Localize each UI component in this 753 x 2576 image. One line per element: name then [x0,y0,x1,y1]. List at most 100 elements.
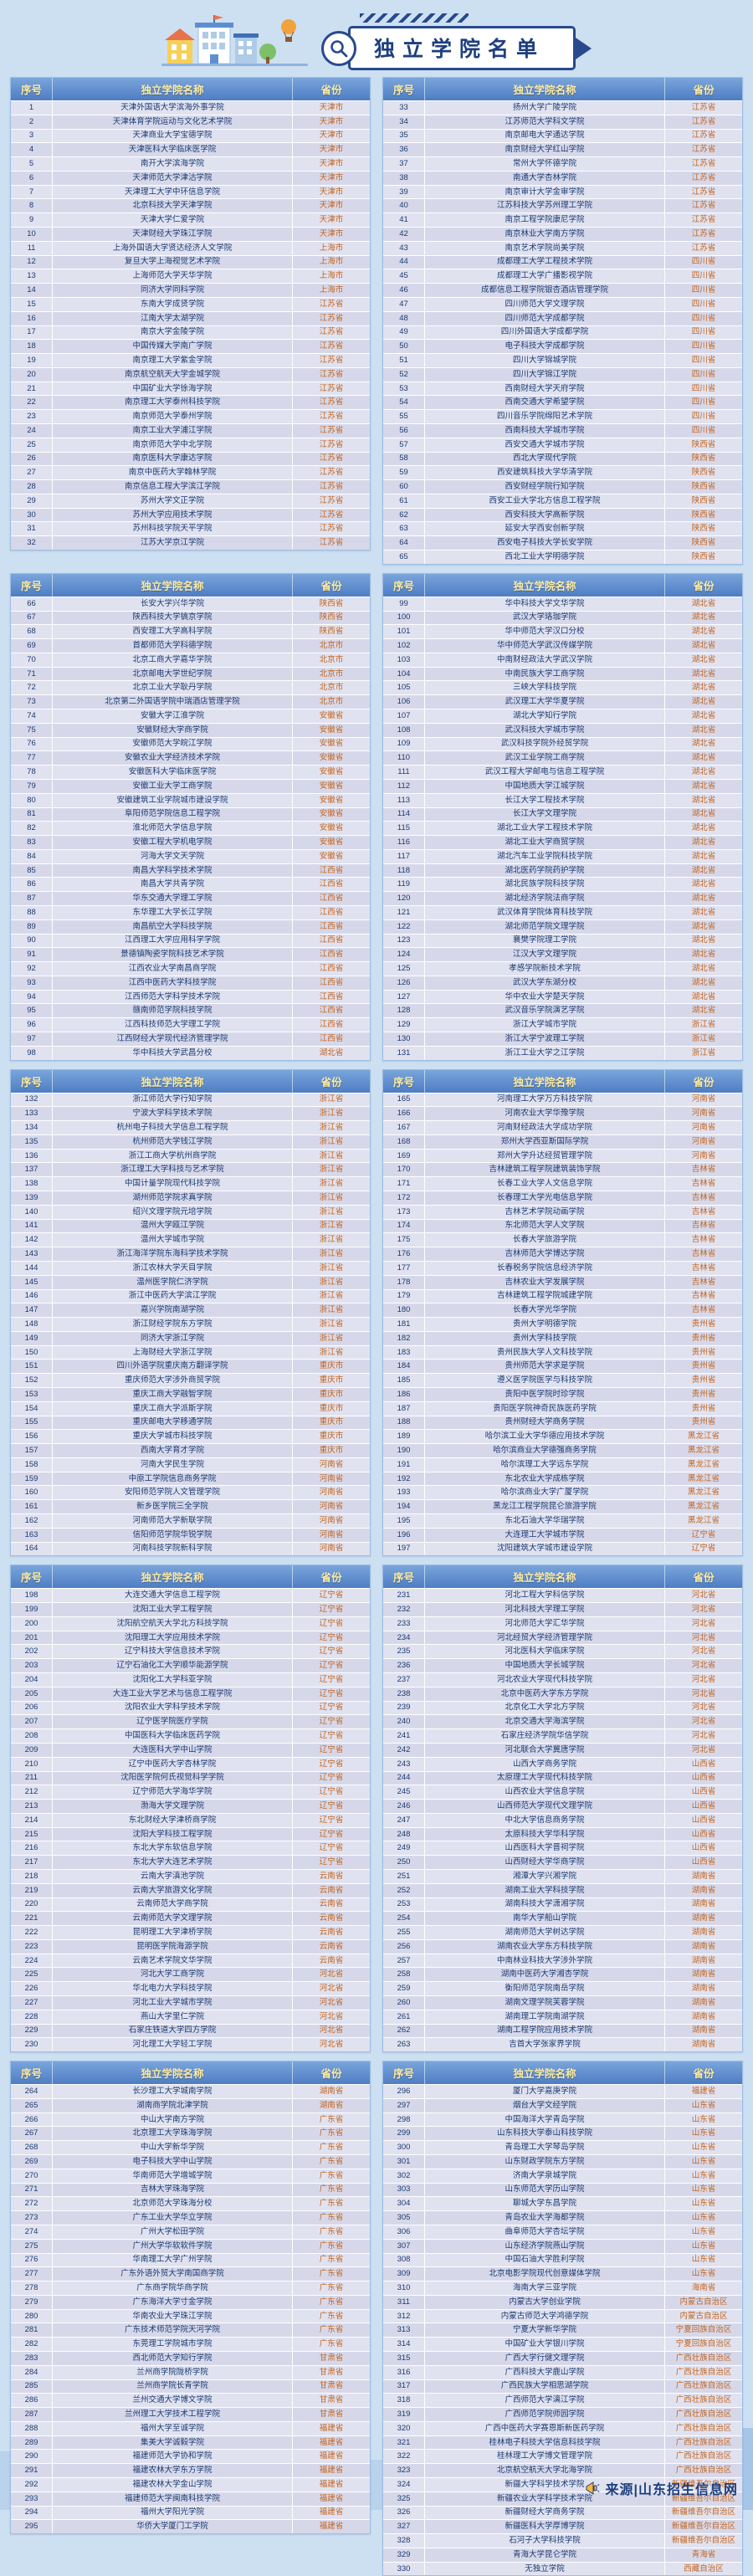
row-index: 112 [383,779,425,793]
province: 浙江省 [319,1165,344,1175]
table-row: 77 安徽农业大学经济技术学院 安徽省 [11,750,370,766]
college-name: 兰州理工大学技术工程学院 [53,2408,293,2421]
row-index: 25 [11,438,53,452]
province: 吉林省 [691,1179,716,1189]
college-name: 西安财经学院行知学院 [425,480,665,494]
row-index: 40 [383,199,425,213]
magnifier-icon [330,39,348,57]
table-row: 68 西安理工大学高科学院 陕西省 [11,624,370,639]
college-name: 华北电力大学科技学院 [53,1982,293,1995]
table-row: 107 湖北大学知行学院 湖北省 [383,709,742,723]
province: 辽宁省 [319,1759,344,1769]
college-name: 苏州科技学院天平学院 [53,522,293,536]
province: 山东省 [691,2156,716,2166]
province: 安徽省 [319,739,344,749]
province: 天津市 [319,187,344,197]
province: 天津市 [319,172,344,182]
college-name: 聊城大学东昌学院 [425,2197,665,2211]
row-index: 123 [383,934,425,948]
college-name: 河海大学文天学院 [53,849,293,863]
college-name: 河北工业大学城市学院 [53,1996,293,2010]
row-index: 42 [383,228,425,241]
table-row: 40 江苏科技大学苏州理工学院 江苏省 [383,198,742,213]
province: 湖北省 [691,1006,716,1016]
province: 山东省 [691,2255,716,2265]
table-row: 259 衡阳师范学院南岳学院 湖南省 [383,1981,742,1995]
province: 江西省 [319,977,344,987]
table-row: 233 河北师范大学汇华学院 河北省 [383,1616,742,1631]
province: 福建省 [319,2466,344,2476]
college-name: 贵阳医学院神奇民族医药学院 [425,1401,665,1416]
college-name: 沈阳农业大学科学技术学院 [53,1701,293,1715]
college-name: 北京工商大学嘉华学院 [53,653,293,667]
row-index: 50 [383,340,425,354]
province: 北京市 [319,654,344,664]
table-row: 191 哈尔滨理工大学远东学院 黑龙江省 [383,1457,742,1472]
college-name: 南京财经大学红山学院 [425,143,665,157]
col-header-name: 独立学院名称 [425,1565,665,1589]
row-index: 237 [383,1673,425,1687]
row-index: 71 [11,667,53,681]
college-name: 中国石油大学胜利学院 [425,2253,665,2267]
row-index: 6 [11,171,53,185]
province: 江西省 [319,907,344,917]
college-name: 东北财经大学津桥商学院 [53,1813,293,1827]
college-name: 华中师范大学武汉传媒学院 [425,639,665,653]
row-index: 18 [11,340,53,354]
college-name: 重庆师范大学涉外商贸学院 [53,1374,293,1387]
table-header-row: 序号 独立学院名称 省份 [383,573,742,597]
table-row: 46 成都信息工程学院银杏酒店管理学院 四川省 [383,283,742,297]
table-row: 155 重庆邮电大学移通学院 重庆市 [11,1415,370,1430]
table-row: 251 湘潭大学兴湘学院 湖南省 [383,1868,742,1883]
row-index: 245 [383,1785,425,1800]
college-name: 北京中医药大学东方学院 [425,1687,665,1701]
college-name: 湖南文理学院芙蓉学院 [425,1996,665,2010]
table-row: 258 湖南中医药大学湘杏学院 湖南省 [383,1967,742,1982]
college-name: 北京工业大学耿丹学院 [53,681,293,695]
province: 天津市 [319,228,344,238]
row-index: 151 [11,1360,53,1374]
province: 黑龙江省 [687,1502,720,1512]
college-name: 宁波大学科学技术学院 [53,1107,293,1121]
row-index: 212 [11,1785,53,1800]
table-row: 16 江南大学太湖学院 江苏省 [11,310,370,325]
table-header-row: 序号 独立学院名称 省份 [383,78,742,100]
province: 上海市 [319,257,344,267]
province: 江苏省 [319,538,344,548]
college-name: 温州大学瓯江学院 [53,1219,293,1233]
province: 辽宁省 [319,1800,344,1810]
row-index: 272 [11,2197,53,2211]
province: 四川省 [691,425,716,435]
province: 湖北省 [691,879,716,889]
college-name: 四川外国语大学成都学院 [425,325,665,340]
province: 天津市 [319,201,344,211]
title-banner: 独立学院名单 [320,13,592,70]
college-name: 吉林农业大学发展学院 [425,1275,665,1289]
table-row: 276 华南理工大学广州学院 广东省 [11,2252,370,2267]
province: 湖北省 [691,781,716,791]
table-row: 175 长春大学旅游学院 吉林省 [383,1232,742,1247]
table-row: 209 大连医科大学中山学院 辽宁省 [11,1742,370,1757]
row-index: 33 [383,101,425,115]
province: 云南省 [319,1913,344,1923]
province: 广东省 [319,2325,344,2335]
col-header-name: 独立学院名称 [53,573,293,597]
row-index: 88 [11,905,53,919]
campus-illustration [161,15,308,66]
province: 广西壮族自治区 [675,2437,732,2447]
col-header-province: 省份 [693,1076,715,1088]
college-name: 河南师范大学新联学院 [53,1514,293,1528]
college-name: 石家庄经济学院华信学院 [425,1729,665,1743]
college-name: 云南大学旅游文化学院 [53,1883,293,1897]
table-row: 180 长春大学光华学院 吉林省 [383,1303,742,1318]
table-row: 102 华中师范大学武汉传媒学院 湖北省 [383,638,742,653]
row-index: 261 [383,2010,425,2024]
table-row: 99 华中科技大学文华学院 湖北省 [383,596,742,611]
province: 河北省 [691,1618,716,1628]
province: 陕西省 [691,481,716,491]
province: 湖北省 [691,963,716,973]
college-name: 吉首大学张家界学院 [425,2038,665,2052]
row-index: 153 [11,1387,53,1401]
row-index: 309 [383,2267,425,2282]
province: 北京市 [319,641,344,651]
